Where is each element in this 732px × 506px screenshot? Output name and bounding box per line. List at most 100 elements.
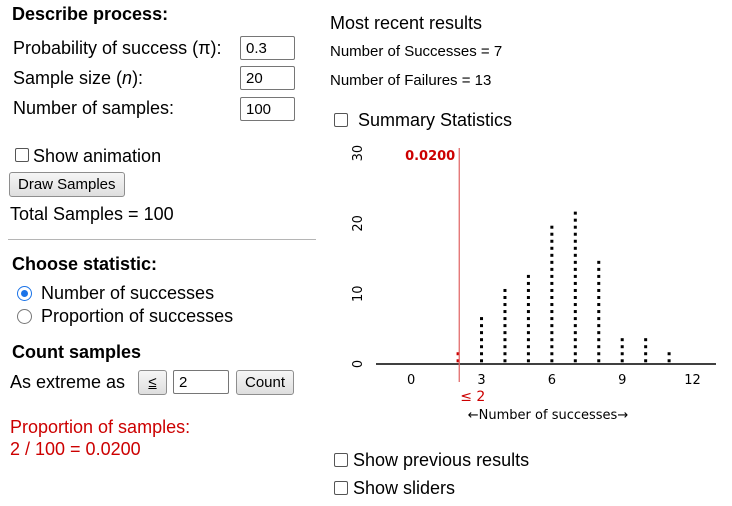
dot xyxy=(526,288,530,292)
dot xyxy=(503,317,507,321)
dot xyxy=(550,324,554,328)
dot xyxy=(503,352,507,356)
dot xyxy=(550,274,554,278)
dot xyxy=(550,225,554,229)
dot xyxy=(573,218,577,222)
dot xyxy=(620,345,624,349)
dot xyxy=(503,345,507,349)
number-of-samples-label: Number of samples: xyxy=(13,98,175,118)
probability-input[interactable] xyxy=(240,36,295,60)
dot xyxy=(597,345,601,349)
dot xyxy=(550,246,554,250)
y-tick-label: 20 xyxy=(351,215,366,232)
dot xyxy=(597,274,601,278)
dot xyxy=(597,331,601,335)
number-of-samples-input[interactable] xyxy=(240,97,295,121)
proportion-result: 2 / 100 = 0.0200 xyxy=(10,439,141,459)
count-button[interactable]: Count xyxy=(236,370,295,395)
dot xyxy=(480,317,484,321)
dot xyxy=(526,296,530,299)
dot xyxy=(644,345,648,349)
dot xyxy=(550,310,554,314)
x-tick-label: 12 xyxy=(684,373,701,388)
summary-statistics-checkbox[interactable] xyxy=(334,113,348,127)
dot xyxy=(550,253,554,257)
dot xyxy=(526,310,530,314)
dot xyxy=(597,281,601,285)
dot xyxy=(573,260,577,264)
probability-label: Probability of success (π): xyxy=(13,38,222,58)
number-of-successes-label: Number of successes xyxy=(41,283,215,303)
failures-count-text: Number of Failures = 13 xyxy=(330,72,492,89)
dot xyxy=(503,359,507,363)
dot xyxy=(503,296,507,299)
dot xyxy=(644,352,648,356)
dot xyxy=(526,345,530,349)
most-recent-results-heading: Most recent results xyxy=(330,13,483,33)
sample-size-label: Sample size (n): xyxy=(13,68,144,88)
dot xyxy=(573,317,577,321)
dot xyxy=(503,303,507,307)
show-animation-label: Show animation xyxy=(33,146,162,166)
dot xyxy=(620,359,624,363)
dot xyxy=(550,352,554,356)
successes-count-text: Number of Successes = 7 xyxy=(330,43,503,60)
proportion-of-successes-label: Proportion of successes xyxy=(41,306,234,326)
divider xyxy=(8,239,316,240)
dot xyxy=(480,331,484,335)
y-tick-label: 30 xyxy=(351,145,366,162)
dot xyxy=(573,345,577,349)
dot xyxy=(550,303,554,307)
dot xyxy=(526,338,530,342)
show-animation-checkbox[interactable] xyxy=(15,148,29,162)
dot xyxy=(550,317,554,321)
dot xyxy=(526,317,530,321)
dot xyxy=(597,303,601,307)
dot xyxy=(620,352,624,356)
dot xyxy=(480,338,484,342)
dot xyxy=(597,359,601,363)
dot xyxy=(597,288,601,292)
y-tick-label: 0 xyxy=(351,360,366,368)
extreme-value-input[interactable] xyxy=(173,370,229,394)
dot xyxy=(550,260,554,264)
dot xyxy=(526,359,530,363)
dot xyxy=(573,359,577,363)
dot xyxy=(526,303,530,307)
dot xyxy=(550,239,554,243)
dot xyxy=(573,267,577,271)
dot xyxy=(456,359,460,363)
dot xyxy=(480,345,484,349)
show-previous-results-checkbox[interactable] xyxy=(334,453,348,467)
total-samples-text: Total Samples = 100 xyxy=(10,204,174,224)
comparator-button[interactable]: ≤ xyxy=(138,370,167,395)
y-axis-ticks: 0 10 20 30 xyxy=(351,145,366,368)
dot xyxy=(573,303,577,307)
cutoff-comparison-label: ≤ 2 xyxy=(460,389,485,405)
dot xyxy=(503,331,507,335)
summary-statistics-label: Summary Statistics xyxy=(358,110,513,130)
dot xyxy=(503,324,507,328)
dot xyxy=(573,232,577,236)
show-sliders-checkbox[interactable] xyxy=(334,481,348,495)
dot xyxy=(573,352,577,356)
dot xyxy=(620,338,624,342)
dot xyxy=(573,253,577,257)
draw-samples-button[interactable]: Draw Samples xyxy=(9,172,125,197)
dot xyxy=(526,274,530,278)
x-tick-label: 6 xyxy=(548,373,556,388)
dot xyxy=(550,296,554,299)
x-tick-label: 0 xyxy=(407,373,415,388)
proportion-of-successes-radio[interactable] xyxy=(17,309,32,324)
choose-statistic-heading: Choose statistic: xyxy=(12,254,158,274)
dot xyxy=(526,352,530,356)
dot xyxy=(503,288,507,292)
dots-layer xyxy=(456,211,671,363)
show-sliders-label: Show sliders xyxy=(353,478,456,498)
dot xyxy=(573,338,577,342)
dot xyxy=(597,260,601,264)
dot xyxy=(667,359,671,363)
sample-size-input[interactable] xyxy=(240,66,295,90)
number-of-successes-radio[interactable] xyxy=(17,286,32,301)
dot xyxy=(597,296,601,299)
